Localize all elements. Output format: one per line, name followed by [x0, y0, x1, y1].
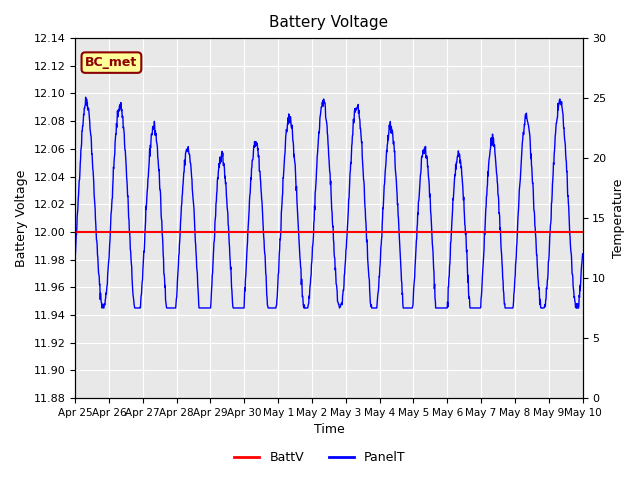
- Title: Battery Voltage: Battery Voltage: [269, 15, 388, 30]
- Text: BC_met: BC_met: [85, 56, 138, 69]
- X-axis label: Time: Time: [314, 423, 344, 436]
- Y-axis label: Battery Voltage: Battery Voltage: [15, 169, 28, 267]
- Legend: BattV, PanelT: BattV, PanelT: [229, 446, 411, 469]
- Y-axis label: Temperature: Temperature: [612, 179, 625, 258]
